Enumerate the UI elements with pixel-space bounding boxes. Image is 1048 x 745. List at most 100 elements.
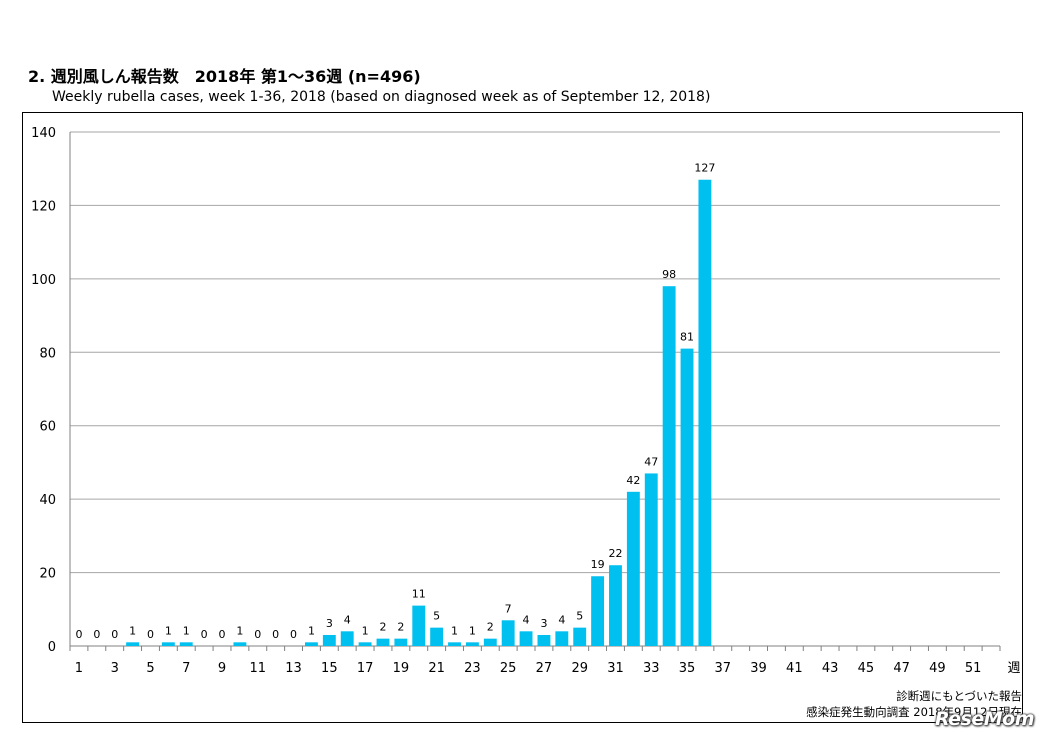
data-label-week-13: 0 — [290, 628, 297, 641]
x-tick-label: 49 — [929, 661, 946, 676]
y-tick-label: 80 — [39, 346, 56, 361]
x-tick-label: 1 — [75, 661, 83, 676]
data-label-week-16: 4 — [344, 613, 351, 626]
x-tick-label: 7 — [182, 661, 190, 676]
x-tick-label: 21 — [428, 661, 445, 676]
bar-week-19 — [394, 638, 408, 646]
data-label-week-36: 127 — [694, 162, 715, 175]
bar-week-33 — [644, 473, 658, 646]
data-label-week-22: 1 — [451, 624, 458, 637]
bar-week-31 — [609, 565, 622, 646]
data-label-week-17: 1 — [362, 624, 369, 637]
data-label-week-33: 47 — [644, 455, 658, 468]
y-tick-label: 0 — [48, 640, 56, 655]
bar-week-32 — [626, 491, 640, 646]
bar-week-23 — [465, 642, 479, 646]
data-label-week-10: 1 — [236, 624, 243, 637]
bar-week-26 — [519, 631, 533, 646]
data-label-week-12: 0 — [272, 628, 279, 641]
x-tick-label: 33 — [643, 661, 660, 676]
data-label-week-2: 0 — [93, 628, 100, 641]
note-source: 感染症発生動向調査 2018年9月12日現在 — [806, 705, 1022, 719]
bar-week-24 — [483, 638, 497, 646]
bar-week-21 — [430, 627, 444, 646]
x-tick-label: 27 — [536, 661, 553, 676]
chart-title: 2. 週別風しん報告数 2018年 第1～36週 (n=496) — [28, 67, 421, 86]
data-label-week-32: 42 — [626, 474, 640, 487]
chart-subtitle: Weekly rubella cases, week 1-36, 2018 (b… — [52, 89, 711, 105]
data-label-week-4: 1 — [129, 624, 136, 637]
chart-frame — [22, 112, 1023, 723]
data-label-week-21: 5 — [433, 610, 440, 623]
data-label-week-11: 0 — [254, 628, 261, 641]
bar-week-25 — [501, 620, 515, 646]
data-label-week-19: 2 — [397, 621, 404, 634]
x-tick-label: 9 — [218, 661, 226, 676]
y-tick-label: 120 — [31, 199, 56, 214]
data-label-week-24: 2 — [487, 621, 494, 634]
data-label-week-8: 0 — [201, 628, 208, 641]
bar-week-28 — [555, 631, 569, 646]
x-tick-label: 5 — [146, 661, 154, 676]
bar-week-14 — [305, 642, 318, 646]
data-label-week-25: 7 — [505, 602, 512, 615]
y-tick-label: 20 — [39, 567, 56, 582]
y-tick-label: 60 — [39, 420, 56, 435]
x-tick-label: 15 — [321, 661, 338, 676]
data-label-week-27: 3 — [540, 617, 547, 630]
data-label-week-7: 1 — [183, 624, 190, 637]
y-tick-label: 40 — [39, 493, 56, 508]
bar-week-15 — [322, 634, 336, 646]
bar-week-10 — [233, 642, 247, 646]
bar-week-16 — [340, 631, 354, 646]
x-tick-label: 23 — [464, 661, 481, 676]
x-tick-label: 41 — [786, 661, 803, 676]
y-tick-label: 140 — [31, 126, 56, 141]
data-label-week-30: 19 — [591, 558, 605, 571]
data-label-week-34: 98 — [662, 268, 676, 281]
bar-week-36 — [698, 179, 712, 646]
x-tick-label: 45 — [858, 661, 875, 676]
x-tick-label: 17 — [357, 661, 374, 676]
data-label-week-5: 0 — [147, 628, 154, 641]
bar-week-29 — [573, 627, 587, 646]
bar-week-22 — [448, 642, 461, 646]
data-label-week-18: 2 — [379, 621, 386, 634]
x-tick-label: 35 — [679, 661, 696, 676]
x-tick-label: 19 — [393, 661, 410, 676]
bar-week-27 — [537, 634, 551, 646]
bar-week-17 — [358, 642, 372, 646]
bar-week-18 — [376, 638, 390, 646]
bar-week-35 — [680, 348, 694, 646]
resemom-watermark: ReseMom — [934, 708, 1035, 730]
data-label-week-1: 0 — [75, 628, 82, 641]
x-tick-label: 37 — [715, 661, 732, 676]
data-label-week-29: 5 — [576, 610, 583, 623]
bar-week-6 — [161, 642, 175, 646]
x-tick-label: 47 — [893, 661, 910, 676]
x-tick-label: 29 — [571, 661, 588, 676]
x-tick-label: 43 — [822, 661, 839, 676]
bar-week-30 — [591, 576, 605, 646]
x-axis-label: 週 — [1007, 661, 1020, 676]
data-label-week-23: 1 — [469, 624, 476, 637]
bar-week-34 — [662, 286, 676, 646]
bar-week-4 — [126, 642, 140, 646]
data-label-week-35: 81 — [680, 331, 694, 344]
data-label-week-6: 1 — [165, 624, 172, 637]
data-label-week-14: 1 — [308, 624, 315, 637]
x-tick-label: 51 — [965, 661, 982, 676]
data-label-week-31: 22 — [608, 547, 622, 560]
data-label-week-9: 0 — [219, 628, 226, 641]
x-tick-label: 25 — [500, 661, 517, 676]
data-label-week-28: 4 — [558, 613, 565, 626]
x-tick-label: 39 — [750, 661, 767, 676]
data-label-week-26: 4 — [523, 613, 530, 626]
y-tick-label: 100 — [31, 273, 56, 288]
x-tick-label: 31 — [607, 661, 624, 676]
x-tick-label: 13 — [285, 661, 302, 676]
data-label-week-20: 11 — [412, 588, 426, 601]
bar-week-20 — [412, 605, 426, 646]
data-label-week-3: 0 — [111, 628, 118, 641]
